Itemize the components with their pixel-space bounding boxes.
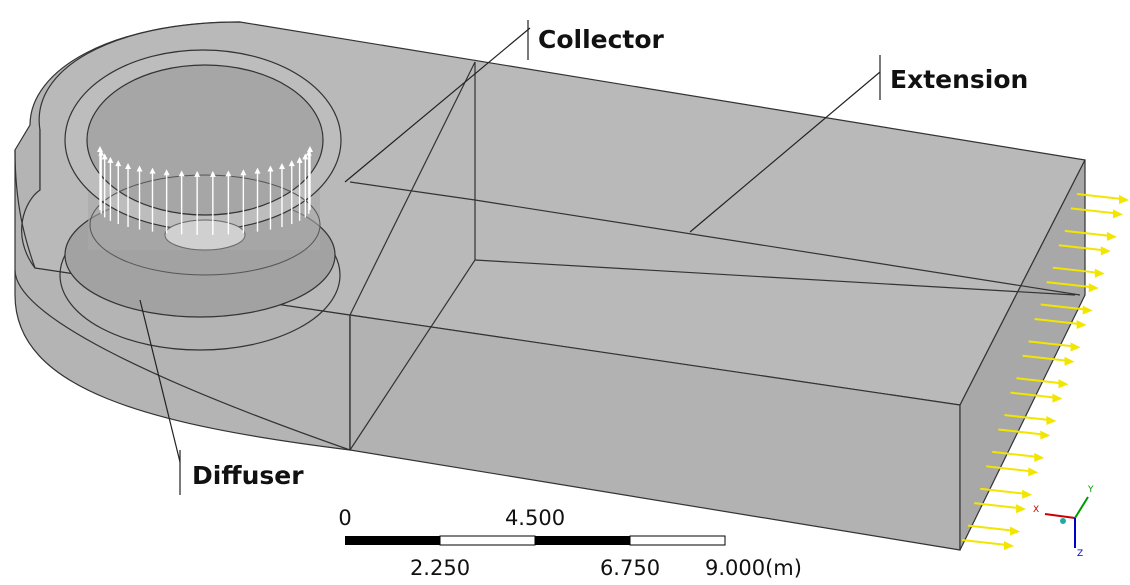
triad-label: X [1033, 505, 1039, 515]
scale-seg [535, 536, 630, 545]
flow-arrow-head [1028, 467, 1038, 476]
flow-arrow-head [1071, 342, 1081, 351]
scale-label: 6.750 [600, 556, 660, 580]
label-collector: Collector [538, 25, 665, 54]
label-diffuser: Diffuser [192, 461, 304, 490]
flow-arrow-head [1004, 541, 1014, 550]
flow-arrow-head [1065, 357, 1075, 366]
flow-arrow-head [1083, 306, 1093, 315]
flow-arrow-head [1052, 394, 1062, 403]
scale-seg [630, 536, 725, 545]
flow-arrow-head [1034, 453, 1044, 462]
scale-label: 9.000(m) [705, 556, 802, 580]
flow-arrow-head [1016, 504, 1026, 513]
flow-arrow-head [1095, 269, 1105, 278]
scale-label: 0 [338, 506, 351, 530]
triad-origin [1060, 518, 1066, 524]
triad-x [1045, 514, 1075, 518]
flow-arrow-head [1107, 232, 1117, 241]
flow-arrow-head [1040, 430, 1050, 439]
flow-arrow [968, 526, 1013, 531]
flow-arrow [962, 540, 1007, 545]
flow-arrow-head [1022, 490, 1032, 499]
label-extension: Extension [890, 65, 1028, 94]
scale-label: 2.250 [410, 556, 470, 580]
triad-label: Y [1087, 485, 1094, 495]
flow-arrow-head [1077, 320, 1087, 329]
flow-arrow-head [1058, 379, 1068, 388]
triad-y [1075, 497, 1088, 518]
scale-seg [345, 536, 440, 545]
flow-arrow-head [1046, 416, 1056, 425]
flow-arrow-head [1113, 209, 1123, 218]
hub [165, 220, 245, 250]
flow-arrow-head [1089, 283, 1099, 292]
viewport: Collector Extension Diffuser 0 4.500 2.2… [0, 0, 1130, 585]
triad-label: Z [1077, 549, 1083, 559]
flow-arrow-head [1119, 195, 1129, 204]
model [15, 22, 1129, 550]
flow-arrow-head [1101, 246, 1111, 255]
flow-arrow-head [1010, 527, 1020, 536]
axis-triad: X Y Z [1033, 485, 1094, 559]
scale-label: 4.500 [505, 506, 565, 530]
collector-inlet [87, 65, 323, 215]
scale-seg [440, 536, 535, 545]
scale-bar: 0 4.500 2.250 6.750 9.000(m) [338, 506, 802, 580]
